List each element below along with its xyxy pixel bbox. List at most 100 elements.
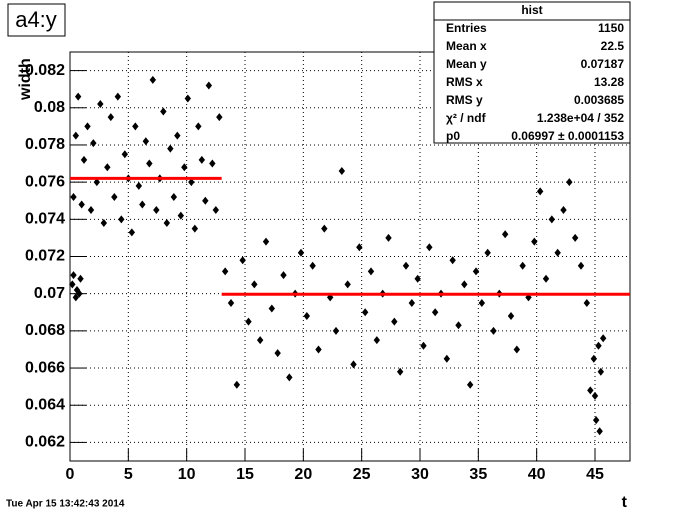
point — [501, 230, 509, 239]
point — [280, 271, 287, 280]
point — [274, 349, 281, 358]
point — [139, 200, 146, 209]
y-axis-label: width — [17, 58, 34, 101]
point — [507, 311, 515, 320]
stats-label: Entries — [446, 21, 487, 35]
stats-value: 1.238e+04 / 352 — [537, 111, 624, 125]
y-tick-label: 0.062 — [25, 434, 65, 451]
stats-label: RMS y — [446, 93, 483, 107]
point — [191, 224, 199, 233]
point — [80, 155, 88, 164]
point — [202, 196, 209, 205]
point — [195, 122, 202, 131]
point — [286, 373, 293, 382]
point — [350, 360, 357, 369]
point — [566, 178, 573, 187]
x-tick-label: 25 — [353, 466, 371, 483]
point — [332, 326, 340, 335]
point — [466, 380, 474, 389]
point — [205, 81, 213, 90]
point — [542, 274, 550, 283]
point — [233, 380, 241, 389]
y-tick-label: 0.066 — [25, 359, 65, 376]
point — [536, 187, 544, 196]
point — [72, 131, 80, 140]
point — [111, 193, 118, 202]
title-box — [7, 3, 66, 37]
x-tick-label: 20 — [294, 466, 312, 483]
stats-value: 0.06997 ± 0.0001153 — [511, 129, 624, 143]
point — [455, 321, 462, 330]
point — [472, 267, 480, 276]
point — [431, 308, 439, 317]
point — [181, 163, 188, 172]
point — [402, 261, 410, 270]
x-tick-label: 30 — [411, 466, 429, 483]
y-tick-label: 0.072 — [25, 248, 65, 265]
point — [599, 334, 607, 343]
point — [107, 113, 115, 122]
stats-label: p0 — [446, 129, 460, 143]
point — [361, 308, 369, 317]
point — [591, 391, 599, 400]
point — [70, 271, 77, 280]
point — [87, 206, 95, 215]
stats-value: 0.003685 — [574, 93, 624, 107]
point — [592, 416, 600, 425]
point — [513, 345, 521, 354]
point — [309, 261, 316, 270]
point — [77, 274, 84, 283]
point — [118, 215, 125, 224]
point — [344, 280, 351, 289]
point — [163, 219, 171, 228]
point — [321, 224, 328, 233]
point — [391, 317, 398, 326]
y-tick-label: 0.064 — [25, 396, 65, 413]
point — [84, 122, 91, 131]
stats-label: χ² / ndf — [446, 111, 487, 125]
x-tick-label: 35 — [469, 466, 487, 483]
stats-value: 0.07187 — [581, 57, 625, 71]
point — [177, 211, 185, 220]
stats-value: 22.5 — [601, 39, 625, 53]
point — [478, 298, 486, 307]
stats-value: 13.28 — [594, 75, 624, 89]
y-tick-label: 0.076 — [25, 173, 65, 190]
stats-label: RMS x — [446, 75, 483, 89]
x-tick-label: 5 — [124, 466, 133, 483]
point — [100, 219, 108, 228]
point — [595, 341, 602, 350]
x-tick-label: 15 — [236, 466, 254, 483]
point — [577, 261, 585, 270]
point — [121, 150, 129, 159]
point — [396, 367, 404, 376]
point — [93, 178, 101, 187]
point — [221, 267, 229, 276]
point — [209, 159, 216, 168]
y-tick-label: 0.068 — [25, 322, 65, 339]
y-tick-label: 0.08 — [34, 99, 65, 116]
stats-label: Mean y — [446, 57, 487, 71]
point — [590, 354, 598, 363]
point — [596, 427, 603, 436]
point — [132, 122, 139, 131]
stats-value: 1150 — [598, 21, 624, 35]
point — [251, 280, 258, 289]
y-tick-label: 0.082 — [25, 62, 65, 79]
y-tick-label: 0.074 — [25, 211, 65, 228]
point — [153, 206, 160, 215]
x-axis-label: t — [622, 494, 628, 511]
point — [262, 237, 270, 246]
timestamp: Tue Apr 15 13:42:43 2014 — [6, 499, 125, 510]
point — [554, 248, 561, 257]
point — [303, 311, 311, 320]
point — [239, 256, 246, 265]
point — [188, 178, 195, 187]
point — [97, 100, 104, 109]
point — [70, 193, 77, 202]
stats-box — [433, 1, 631, 144]
point — [227, 298, 235, 307]
stats-title: hist — [521, 3, 542, 17]
point — [443, 354, 451, 363]
